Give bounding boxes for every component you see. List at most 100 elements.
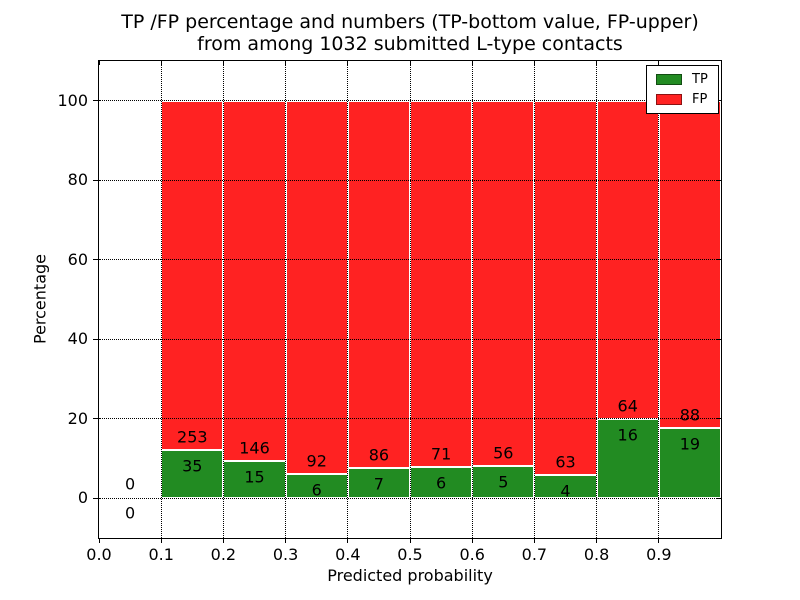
x-tick-label: 0.6 <box>459 545 485 564</box>
bar-count-label-tp: 6 <box>436 473 447 493</box>
chart-title-line2: from among 1032 submitted L-type contact… <box>197 33 623 55</box>
bar-segment-fp <box>534 100 597 475</box>
y-axis-label: Percentage <box>30 253 50 345</box>
y-tick-label: 20 <box>67 408 88 428</box>
bar-segment-tp <box>223 461 286 499</box>
y-tick-label: 60 <box>67 249 88 269</box>
bar-count-label-tp: 19 <box>679 434 701 454</box>
bar-count-label-fp: 63 <box>555 452 576 472</box>
bar-count-label-tp: 16 <box>617 425 638 445</box>
bar-count-label-fp: 56 <box>493 443 514 463</box>
y-tick-right <box>716 179 721 181</box>
y-tick <box>93 100 98 102</box>
bar-count-label-fp: 64 <box>617 396 638 416</box>
legend-swatch-fp <box>656 94 682 105</box>
legend-item-tp: TP <box>656 73 708 86</box>
y-tick-right <box>716 418 721 420</box>
bar-count-label-fp: 146 <box>239 438 270 458</box>
bar-segment-tp <box>658 427 721 499</box>
bar-count-label-tp: 6 <box>311 480 322 500</box>
gridline-vertical <box>409 61 411 538</box>
x-tick-label: 0.7 <box>521 545 548 564</box>
x-tick <box>98 539 100 543</box>
x-tick-top <box>347 61 349 65</box>
x-tick <box>596 539 598 543</box>
legend-item-fp: FP <box>656 93 708 106</box>
gridline-vertical <box>347 61 349 538</box>
bar-segment-fp <box>161 100 224 450</box>
x-tick-top <box>222 61 224 65</box>
legend: TP FP <box>646 65 719 114</box>
gridline-vertical <box>222 61 224 538</box>
x-tick <box>658 539 660 543</box>
x-tick-label: 0.0 <box>86 545 112 564</box>
y-tick-right <box>716 497 721 499</box>
y-tick <box>93 338 98 340</box>
x-tick <box>347 539 349 543</box>
x-axis-label: Predicted probability <box>327 566 493 585</box>
y-tick-label: 100 <box>57 90 88 110</box>
x-tick <box>533 539 535 543</box>
bar-count-label-tp: 4 <box>560 481 571 501</box>
bar-segment-tp <box>161 449 224 499</box>
y-tick <box>93 418 98 420</box>
bar-segment-fp <box>223 100 286 462</box>
y-tick-right <box>716 259 721 261</box>
bar-count-label-tp: 0 <box>125 503 136 523</box>
bar-segment-fp <box>658 100 721 428</box>
plot-area: TP FP 0 0 253 35 146 15 92 6 86 7 71 6 56 5 63 4 64 16 88 1… <box>57 60 722 564</box>
bar-count-label-tp: 15 <box>244 467 265 487</box>
y-tick-label: 80 <box>67 170 88 190</box>
bar-count-label-fp: 86 <box>368 445 390 465</box>
gridline-vertical <box>285 61 287 538</box>
x-tick-top <box>285 61 287 65</box>
bar-segment-tp <box>285 473 348 499</box>
x-tick-top <box>533 61 535 65</box>
gridline-vertical <box>658 61 660 538</box>
x-tick-label: 0.2 <box>210 545 237 564</box>
bar-count-label-fp: 253 <box>177 427 208 447</box>
x-tick <box>160 539 162 543</box>
y-tick-right <box>716 338 721 340</box>
legend-label-fp: FP <box>692 92 708 107</box>
legend-swatch-tp <box>656 74 682 85</box>
x-tick-top <box>596 61 598 65</box>
x-tick-top <box>471 61 473 65</box>
x-tick-top <box>658 61 660 65</box>
x-tick-label: 0.8 <box>583 545 610 564</box>
legend-label-tp: TP <box>692 72 708 87</box>
x-tick-top <box>409 61 411 65</box>
x-tick-label: 0.5 <box>397 545 423 564</box>
x-tick-label: 0.1 <box>148 545 174 564</box>
gridline-vertical <box>471 61 473 538</box>
y-tick <box>93 497 98 499</box>
bar-count-label-fp: 92 <box>306 451 327 471</box>
chart-title: TP /FP percentage and numbers (TP-bottom… <box>90 11 730 55</box>
y-tick-label: 0 <box>77 488 88 508</box>
bar-segment-fp <box>472 100 535 466</box>
x-tick <box>409 539 411 543</box>
gridline-vertical <box>596 61 598 538</box>
bar-segment-tp <box>472 465 535 499</box>
x-tick-top <box>160 61 162 65</box>
chart-title-line1: TP /FP percentage and numbers (TP-bottom… <box>121 11 699 33</box>
x-tick-label: 0.3 <box>272 545 299 564</box>
bar-count-label-fp: 71 <box>430 444 452 464</box>
bar-segment-fp <box>410 100 473 468</box>
x-tick <box>471 539 473 543</box>
gridline-vertical <box>160 61 162 538</box>
bar-segment-tp <box>347 468 410 499</box>
y-tick-label: 40 <box>67 329 88 349</box>
gridline-vertical <box>533 61 535 538</box>
x-tick-label: 0.9 <box>646 545 672 564</box>
bar-count-label-fp: 0 <box>125 474 136 494</box>
y-tick <box>93 259 98 261</box>
bar-count-label-tp: 7 <box>373 474 384 494</box>
x-tick <box>222 539 224 543</box>
x-tick-top <box>98 61 100 65</box>
bar-count-label-tp: 5 <box>498 472 509 492</box>
x-tick <box>285 539 287 543</box>
y-tick <box>93 179 98 181</box>
bar-count-label-tp: 35 <box>182 456 203 476</box>
